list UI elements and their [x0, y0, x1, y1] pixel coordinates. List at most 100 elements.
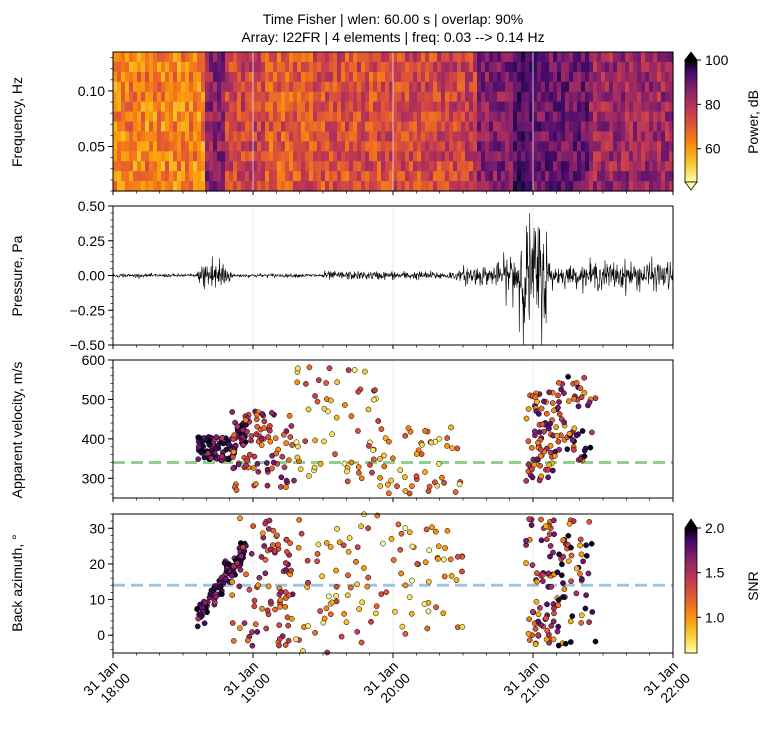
scatter-point	[213, 593, 220, 600]
heatmap-cell	[617, 141, 622, 152]
heatmap-cell	[457, 81, 462, 93]
heatmap-cell	[469, 52, 474, 63]
scatter-point	[276, 622, 283, 628]
heatmap-cell	[481, 141, 486, 152]
heatmap-cell	[589, 111, 594, 123]
heatmap-cell	[545, 91, 550, 103]
heatmap-cell	[173, 111, 178, 123]
heatmap-cell	[289, 161, 294, 172]
heatmap-cell	[349, 101, 354, 113]
heatmap-cell	[537, 71, 542, 83]
heatmap-cell	[189, 101, 194, 113]
heatmap-cell	[657, 131, 662, 142]
heatmap-cell	[241, 171, 246, 182]
heatmap-cell	[277, 111, 282, 123]
scatter-point	[384, 481, 391, 488]
heatmap-cell	[449, 71, 454, 83]
heatmap-cell	[189, 52, 194, 63]
scatter-point	[230, 465, 237, 472]
scatter-point	[239, 427, 246, 433]
heatmap-cell	[537, 151, 542, 162]
scatter-point	[355, 464, 362, 470]
scatter-point	[321, 615, 328, 622]
heatmap-cell	[621, 151, 626, 162]
heatmap-cell	[549, 52, 554, 63]
heatmap-cell	[241, 71, 246, 83]
heatmap-cell	[293, 171, 298, 182]
heatmap-cell	[201, 171, 206, 182]
heatmap-cell	[405, 101, 410, 113]
scatter-point	[370, 456, 377, 463]
scatter-point	[368, 618, 374, 625]
scatter-point	[535, 611, 542, 618]
heatmap-cell	[165, 131, 170, 142]
heatmap-cell	[129, 121, 134, 133]
heatmap-cell	[301, 151, 306, 162]
heatmap-cell	[249, 52, 254, 63]
heatmap-cell	[473, 181, 478, 192]
heatmap-cell	[197, 151, 202, 162]
scatter-point	[560, 594, 566, 600]
heatmap-cell	[669, 141, 674, 152]
scatter-point	[425, 578, 432, 585]
heatmap-cell	[265, 71, 270, 83]
scatter-point	[556, 411, 563, 417]
heatmap-cell	[625, 171, 630, 182]
heatmap-cell	[241, 141, 246, 152]
heatmap-cell	[173, 151, 178, 162]
heatmap-cell	[497, 141, 502, 152]
heatmap-cell	[433, 161, 438, 172]
heatmap-cell	[125, 161, 130, 172]
heatmap-cell	[449, 81, 454, 93]
heatmap-cell	[645, 111, 650, 123]
heatmap-cell	[385, 141, 390, 152]
heatmap-cell	[281, 52, 286, 63]
heatmap-cell	[225, 151, 230, 162]
heatmap-cell	[213, 121, 218, 133]
heatmap-cell	[609, 91, 614, 103]
scatter-point	[388, 536, 395, 542]
heatmap-cell	[433, 141, 438, 152]
heatmap-cell	[181, 131, 186, 142]
heatmap-cell	[277, 171, 282, 182]
heatmap-cell	[321, 52, 326, 63]
heatmap-cell	[169, 121, 174, 133]
heatmap-cell	[185, 61, 190, 73]
scatter-point	[440, 556, 447, 563]
heatmap-cell	[573, 52, 578, 63]
heatmap-cell	[473, 111, 478, 123]
heatmap-cell	[621, 101, 626, 113]
heatmap-cell	[281, 181, 286, 192]
heatmap-cell	[181, 52, 186, 63]
scatter-point	[561, 586, 568, 592]
heatmap-cell	[189, 151, 194, 162]
scatter-point	[251, 597, 258, 604]
scatter-point	[571, 447, 577, 453]
heatmap-cell	[573, 91, 578, 103]
heatmap-cell	[569, 141, 574, 152]
heatmap-cell	[625, 71, 630, 83]
heatmap-cell	[309, 111, 314, 123]
heatmap-cell	[669, 101, 674, 113]
heatmap-cell	[461, 171, 466, 182]
heatmap-cell	[381, 181, 386, 192]
heatmap-cell	[429, 81, 434, 93]
heatmap-cell	[409, 131, 414, 142]
heatmap-cell	[601, 121, 606, 133]
heatmap-cell	[593, 121, 598, 133]
heatmap-cell	[597, 161, 602, 172]
heatmap-cell	[441, 91, 446, 103]
heatmap-cell	[217, 181, 222, 192]
heatmap-cell	[413, 81, 418, 93]
heatmap-cell	[489, 151, 494, 162]
heatmap-cell	[169, 91, 174, 103]
heatmap-cell	[585, 131, 590, 142]
heatmap-cell	[325, 121, 330, 133]
heatmap-cell	[417, 91, 422, 103]
heatmap-cell	[229, 71, 234, 83]
heatmap-cell	[449, 91, 454, 103]
heatmap-cell	[245, 131, 250, 142]
heatmap-cell	[165, 181, 170, 192]
